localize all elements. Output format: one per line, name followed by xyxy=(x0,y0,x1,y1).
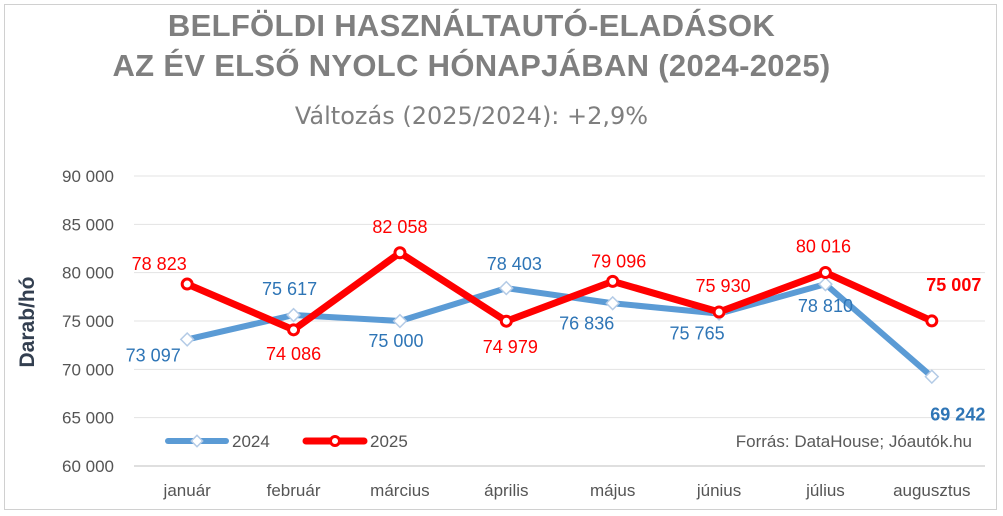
data-label-2025: 78 823 xyxy=(132,254,187,274)
data-label-2025: 80 016 xyxy=(796,237,851,257)
data-label-2025: 75 930 xyxy=(696,276,751,296)
chart-subtitle: Változás (2025/2024): +2,9% xyxy=(294,102,649,130)
y-tick-label: 70 000 xyxy=(62,360,114,379)
data-label-2024: 75 617 xyxy=(262,279,317,299)
y-tick-label: 60 000 xyxy=(62,457,114,476)
series-line-2025 xyxy=(183,249,936,334)
data-label-2024: 75 765 xyxy=(670,324,725,344)
point-2024 xyxy=(179,331,195,347)
data-label-2024: 78 403 xyxy=(487,254,542,274)
legend-label-2024: 2024 xyxy=(232,432,270,451)
data-label-2024: 78 810 xyxy=(798,296,853,316)
x-tick-label: augusztus xyxy=(893,481,971,500)
y-tick-label: 75 000 xyxy=(62,312,114,331)
point-2024 xyxy=(498,280,514,296)
data-label-2025: 74 979 xyxy=(483,337,538,357)
point-2024 xyxy=(392,313,408,329)
point-2025 xyxy=(925,314,939,328)
data-label-2024: 73 097 xyxy=(126,345,181,365)
point-2024 xyxy=(286,307,301,323)
legend-label-2025: 2025 xyxy=(370,432,408,451)
point-2025 xyxy=(818,266,832,280)
y-tick-label: 65 000 xyxy=(62,409,114,428)
legend-marker-2024 xyxy=(190,434,204,448)
point-2024 xyxy=(605,295,621,311)
chart-title-line1: BELFÖLDI HASZNÁLTAUTÓ-ELADÁSOK xyxy=(167,8,776,43)
point-2025 xyxy=(606,274,620,288)
data-label-2025: 75 007 xyxy=(926,275,981,295)
x-tick-label: július xyxy=(805,481,845,500)
point-2025 xyxy=(393,246,407,260)
y-tick-label: 90 000 xyxy=(62,167,114,186)
data-label-2024: 69 242 xyxy=(930,405,985,425)
x-tick-label: január xyxy=(163,481,212,500)
point-2025 xyxy=(499,314,513,328)
x-tick-label: február xyxy=(267,481,321,500)
data-label-2025: 79 096 xyxy=(591,251,646,271)
series-layer xyxy=(179,246,940,385)
x-tick-label: június xyxy=(696,481,741,500)
y-tick-label: 80 000 xyxy=(62,264,114,283)
point-2025 xyxy=(287,323,301,337)
legend-marker-2025 xyxy=(329,435,341,447)
chart-title-line2: AZ ÉV ELSŐ NYOLC HÓNAPJÁBAN (2024-2025) xyxy=(112,48,831,83)
data-labels: 73 097 75 617 75 000 78 403 76 836 75 765 78 8… xyxy=(126,217,986,425)
x-tick-label: május xyxy=(590,481,635,500)
chart-frame xyxy=(4,4,997,510)
x-axis-ticks: január február március április május június jú… xyxy=(163,481,971,500)
data-label-2024: 76 836 xyxy=(559,313,614,333)
y-tick-label: 85 000 xyxy=(62,215,114,234)
point-2025 xyxy=(180,277,194,291)
point-2024 xyxy=(924,369,940,385)
y-axis-label: Darab/hó xyxy=(16,276,39,367)
point-2025 xyxy=(712,305,726,319)
x-tick-label: március xyxy=(370,481,430,500)
y-axis-ticks: 60 000 65 000 70 000 75 000 80 000 85 000 90 0… xyxy=(62,167,114,476)
legend: 2024 2025 xyxy=(165,432,408,451)
data-label-2025: 82 058 xyxy=(372,217,427,237)
point-2024 xyxy=(818,276,833,292)
data-label-2024: 75 000 xyxy=(368,331,423,351)
source-note: Forrás: DataHouse; Jóautók.hu xyxy=(736,432,972,451)
x-tick-label: április xyxy=(484,481,528,500)
data-label-2025: 74 086 xyxy=(266,344,321,364)
